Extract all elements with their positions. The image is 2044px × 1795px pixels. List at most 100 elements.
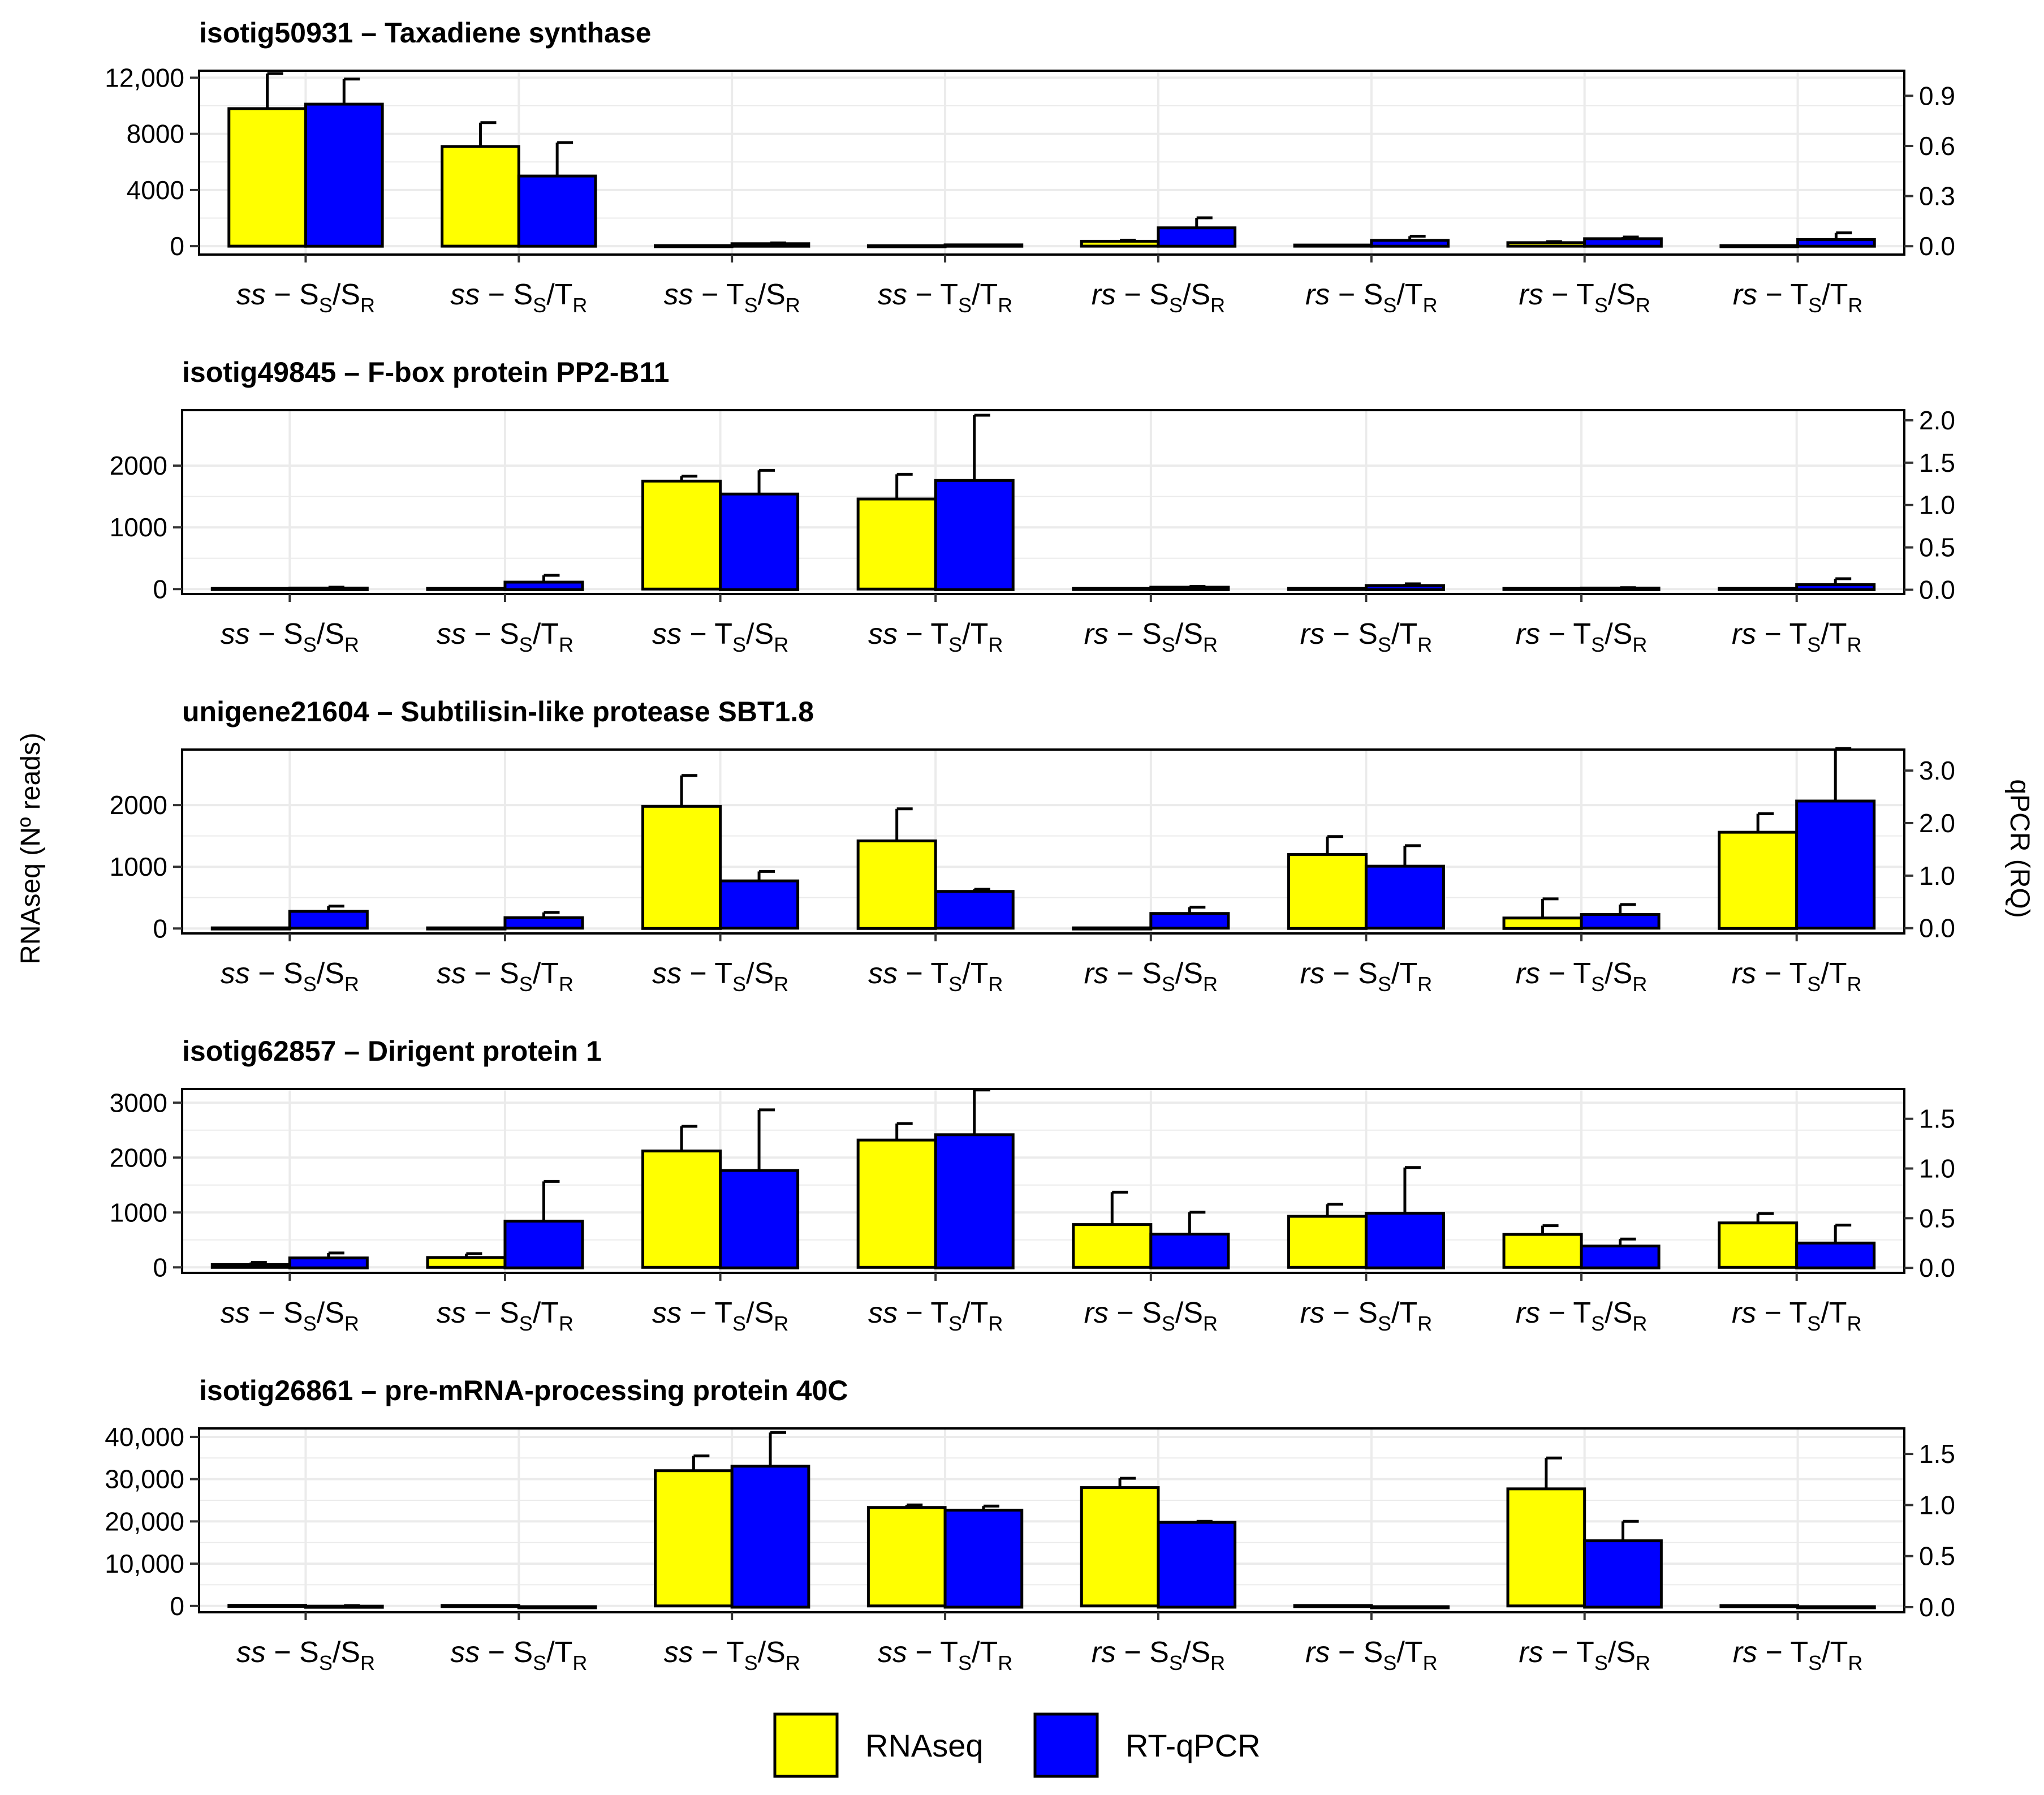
x-tick-label: ss − TS/TR [878, 1636, 1012, 1675]
bar-rnaseq [1502, 1233, 1583, 1269]
bar-qpcr [503, 1220, 584, 1269]
bar-rnaseq [1287, 587, 1368, 591]
bar-qpcr [1583, 237, 1663, 248]
left-tick-label: 1000 [110, 852, 167, 881]
bar-rnaseq [1287, 853, 1368, 930]
panels: isotig50931 – Taxadiene synthase 0 4000 800… [105, 17, 1955, 1675]
bar-rnaseq [426, 926, 507, 931]
legend-label-rnaseq: RNAseq [865, 1728, 984, 1763]
x-tick-label: ss − SS/TR [450, 278, 587, 317]
bar-rnaseq [227, 107, 307, 248]
bar-qpcr [1795, 1241, 1876, 1269]
x-tick-label: rs − SS/SR [1084, 957, 1218, 996]
panel-border [198, 70, 1905, 256]
x-tick-label: rs − TS/SR [1519, 278, 1650, 317]
x-tick-label: ss − SS/SR [221, 618, 359, 656]
right-tick-label: 0.9 [1919, 81, 1955, 110]
plot-background [182, 750, 1904, 933]
bar-rnaseq [1502, 587, 1583, 591]
left-tick-label: 0 [153, 914, 167, 943]
right-tick-label: 0.0 [1919, 231, 1955, 261]
bar-qpcr [934, 1133, 1015, 1269]
right-tick-label: 1.5 [1919, 1104, 1955, 1134]
bar-rnaseq [1287, 1215, 1368, 1269]
x-tick-label: ss − SS/SR [236, 278, 375, 317]
x-tick-label: ss − SS/TR [437, 618, 573, 656]
right-tick-label: 1.0 [1919, 1154, 1955, 1183]
left-tick-label: 4000 [127, 175, 184, 205]
panel-border [181, 409, 1905, 595]
x-tick-label: rs − SS/TR [1305, 1636, 1438, 1675]
bar-qpcr [288, 910, 369, 930]
bar-rnaseq [856, 1138, 937, 1269]
bar-rnaseq [1080, 1486, 1160, 1608]
left-tick-label: 3000 [110, 1088, 167, 1117]
panel-title: isotig62857 – Dirigent protein 1 [182, 1035, 602, 1067]
x-tick-label: rs − TS/TR [1732, 957, 1862, 996]
x-tick-label: ss − TS/SR [664, 1636, 800, 1675]
bar-rnaseq [1506, 1487, 1586, 1608]
legend: RNAseq RT-qPCR [773, 1712, 1261, 1778]
bar-qpcr [1149, 1232, 1230, 1269]
bar-rnaseq [866, 1506, 947, 1608]
left-tick-label: 1000 [110, 1198, 167, 1227]
x-tick-label: ss − TS/SR [652, 618, 788, 656]
left-tick-label: 20,000 [105, 1506, 184, 1536]
bar-rnaseq [1718, 830, 1799, 930]
right-tick-label: 1.0 [1919, 490, 1955, 520]
bar-qpcr [934, 890, 1015, 930]
bar-rnaseq [1506, 241, 1586, 248]
x-tick-label: ss − SS/SR [236, 1636, 375, 1675]
bar-rnaseq [210, 926, 291, 931]
bar-qpcr [288, 587, 369, 592]
right-tick-label: 0.5 [1919, 533, 1955, 562]
bar-qpcr [719, 1169, 800, 1269]
bar-qpcr [304, 102, 384, 248]
bar-rnaseq [654, 1469, 734, 1608]
right-tick-label: 0.5 [1919, 1542, 1955, 1571]
bar-qpcr [1157, 1521, 1237, 1609]
bar-rnaseq [1072, 587, 1153, 591]
right-tick-label: 0.0 [1919, 575, 1955, 605]
bar-rnaseq [1080, 239, 1160, 248]
x-tick-label: rs − TS/TR [1733, 1636, 1863, 1675]
x-tick-label: ss − SS/TR [437, 957, 573, 996]
right-tick-label: 0.3 [1919, 182, 1955, 211]
bar-qpcr [1580, 1245, 1661, 1269]
bar-qpcr [1580, 913, 1661, 930]
bar-qpcr [1580, 587, 1661, 592]
x-tick-label: rs − SS/TR [1300, 1297, 1433, 1335]
x-tick-label: rs − SS/SR [1084, 618, 1218, 656]
panel-title: unigene21604 – Subtilisin-like protease … [182, 696, 814, 728]
x-tick-label: ss − SS/TR [437, 1297, 573, 1335]
x-tick-label: ss − TS/TR [868, 618, 1003, 656]
bar-rnaseq [210, 587, 291, 591]
right-tick-label: 2.0 [1919, 808, 1955, 838]
x-tick-label: rs − SS/TR [1300, 618, 1433, 656]
bar-rnaseq [426, 587, 507, 591]
legend-swatch-rnaseq [773, 1712, 839, 1778]
right-tick-label: 2.0 [1919, 406, 1955, 435]
x-tick-label: ss − TS/SR [652, 1297, 788, 1335]
right-tick-label: 1.0 [1919, 1490, 1955, 1519]
bar-rnaseq [426, 1256, 507, 1269]
x-tick-label: rs − SS/SR [1092, 278, 1225, 317]
legend-label-qpcr: RT-qPCR [1126, 1728, 1261, 1763]
left-tick-label: 40,000 [105, 1422, 184, 1452]
bar-rnaseq [227, 1604, 307, 1608]
left-tick-label: 2000 [110, 790, 167, 820]
bar-rnaseq [1719, 1604, 1800, 1608]
left-axis-title: RNAseq (Nº reads) [16, 733, 46, 965]
panel-title: isotig26861 – pre-mRNA-processing protei… [199, 1375, 848, 1406]
bar-rnaseq [1719, 244, 1800, 248]
bar-qpcr [1796, 1605, 1876, 1609]
right-tick-label: 0.0 [1919, 1592, 1955, 1622]
left-tick-label: 2000 [110, 451, 167, 480]
bar-qpcr [1157, 226, 1237, 248]
right-tick-label: 1.0 [1919, 861, 1955, 890]
x-tick-label: ss − SS/SR [221, 1297, 359, 1335]
bar-rnaseq [1502, 916, 1583, 930]
x-tick-label: ss − TS/TR [868, 1297, 1003, 1335]
bar-qpcr [517, 174, 597, 248]
